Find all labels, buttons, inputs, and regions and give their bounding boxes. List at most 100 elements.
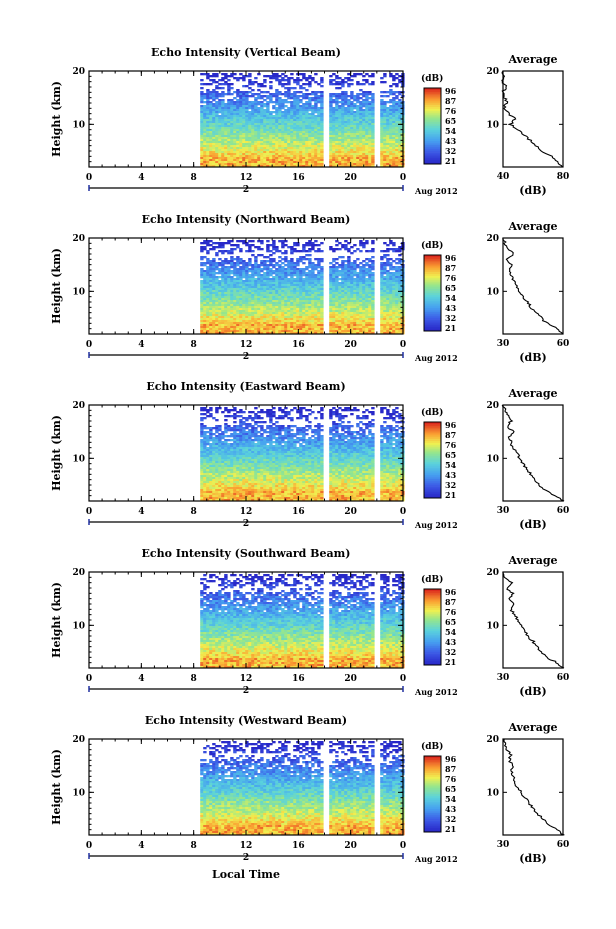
colorbar-unit: (dB) <box>421 73 443 84</box>
panel-title: Echo Intensity (Westward Beam) <box>145 714 347 727</box>
colorbar-tick: 96 <box>445 587 457 597</box>
y-tick-label: 10 <box>72 287 85 297</box>
colorbar-tick: 65 <box>445 784 456 794</box>
colorbar-tick: 76 <box>445 607 457 617</box>
colorbar-tick: 54 <box>445 126 457 136</box>
avg-x-tick: 80 <box>557 172 570 182</box>
x-tick-label: 0 <box>400 841 406 851</box>
colorbar-tick: 65 <box>445 283 456 293</box>
colorbar-tick: 76 <box>445 273 457 283</box>
colorbar-tick: 54 <box>445 460 457 470</box>
colorbar-tick: 96 <box>445 253 457 263</box>
colorbar-tick: 65 <box>445 116 456 126</box>
panel-2: Echo Intensity (Northward Beam)0 4 8 12 16 20… <box>50 213 569 364</box>
average-profile: Average 20 10 30 60 (dB) <box>486 387 569 531</box>
colorbar-tick: 54 <box>445 794 457 804</box>
x-tick-label: 8 <box>191 173 197 183</box>
avg-x-tick: 60 <box>557 673 570 683</box>
colorbar-tick: 65 <box>445 450 456 460</box>
avg-x-tick: 30 <box>497 673 510 683</box>
colorbar-unit: (dB) <box>421 240 443 251</box>
colorbar-unit: (dB) <box>421 741 443 752</box>
panel-3: Echo Intensity (Eastward Beam) 0 4 8 12 16 20 0… <box>50 380 569 531</box>
y-tick-label: 10 <box>72 454 85 464</box>
avg-y-tick: 20 <box>486 234 499 244</box>
avg-title: Average <box>507 721 557 734</box>
x-axis-label: Local Time <box>212 868 280 881</box>
average-profile: Average 20 10 40 80 (dB) <box>486 53 569 197</box>
colorbar-tick: 43 <box>445 804 457 814</box>
date-marker: 2 <box>243 519 249 529</box>
avg-x-label: (dB) <box>519 184 546 197</box>
colorbar-tick: 76 <box>445 106 457 116</box>
panel-title: Echo Intensity (Northward Beam) <box>142 213 351 226</box>
x-tick-label: 16 <box>292 841 305 851</box>
x-tick-label: 0 <box>86 674 92 684</box>
x-tick-label: 4 <box>138 507 144 517</box>
colorbar-tick: 43 <box>445 470 457 480</box>
avg-profile-line <box>501 404 565 502</box>
avg-y-tick: 10 <box>486 788 499 798</box>
x-tick-label: 8 <box>191 841 197 851</box>
x-tick-label: 4 <box>138 841 144 851</box>
avg-title: Average <box>507 53 557 66</box>
colorbar-tick: 32 <box>445 480 456 490</box>
avg-y-tick: 10 <box>486 621 499 631</box>
colorbar-unit: (dB) <box>421 574 443 585</box>
colorbar-tick: 21 <box>445 657 456 667</box>
date-label: Aug 2012 <box>414 687 458 697</box>
x-tick-label: 20 <box>344 674 357 684</box>
avg-y-tick: 10 <box>486 454 499 464</box>
y-tick-label: 10 <box>72 120 85 130</box>
x-tick-label: 0 <box>400 507 406 517</box>
colorbar-tick: 21 <box>445 156 456 166</box>
avg-title: Average <box>507 554 557 567</box>
avg-x-label: (dB) <box>519 518 546 531</box>
avg-title: Average <box>507 387 557 400</box>
date-label: Aug 2012 <box>414 353 458 363</box>
y-tick-label: 20 <box>72 735 85 745</box>
x-tick-label: 0 <box>86 841 92 851</box>
colorbar-tick: 21 <box>445 323 456 333</box>
colorbar-tick: 87 <box>445 430 456 440</box>
x-tick-label: 4 <box>138 340 144 350</box>
date-marker: 2 <box>243 352 249 362</box>
date-label: Aug 2012 <box>414 854 458 864</box>
colorbar-tick: 87 <box>445 263 456 273</box>
colorbar-tick: 32 <box>445 647 456 657</box>
heatmap-cells <box>200 240 405 335</box>
colorbar-tick: 32 <box>445 814 456 824</box>
colorbar-tick: 21 <box>445 824 456 834</box>
colorbar-tick: 96 <box>445 754 457 764</box>
avg-profile-line <box>502 571 565 669</box>
date-marker: 2 <box>243 185 249 195</box>
x-tick-label: 0 <box>86 340 92 350</box>
colorbar-tick: 87 <box>445 597 456 607</box>
colorbar-tick: 76 <box>445 774 457 784</box>
avg-x-tick: 30 <box>497 840 510 850</box>
x-tick-label: 20 <box>344 507 357 517</box>
y-axis-label: Height (km) <box>50 248 63 324</box>
avg-x-label: (dB) <box>519 685 546 698</box>
y-tick-label: 20 <box>72 568 85 578</box>
heatmap-cells <box>200 407 405 502</box>
avg-x-tick: 60 <box>557 840 570 850</box>
y-tick-label: 20 <box>72 67 85 77</box>
x-tick-label: 12 <box>240 507 253 517</box>
colorbar-tick: 65 <box>445 617 456 627</box>
avg-x-tick: 60 <box>557 506 570 516</box>
avg-x-label: (dB) <box>519 852 546 865</box>
colorbar-tick: 87 <box>445 96 456 106</box>
avg-profile-line <box>503 738 565 836</box>
x-tick-label: 8 <box>191 340 197 350</box>
colorbar-tick: 54 <box>445 293 457 303</box>
panel-title: Echo Intensity (Eastward Beam) <box>146 380 345 393</box>
colorbar-tick: 32 <box>445 313 456 323</box>
avg-title: Average <box>507 220 557 233</box>
colorbar-tick: 96 <box>445 420 457 430</box>
x-tick-label: 16 <box>292 507 305 517</box>
avg-x-tick: 30 <box>497 339 510 349</box>
date-marker: 2 <box>243 686 249 696</box>
y-tick-label: 20 <box>72 401 85 411</box>
